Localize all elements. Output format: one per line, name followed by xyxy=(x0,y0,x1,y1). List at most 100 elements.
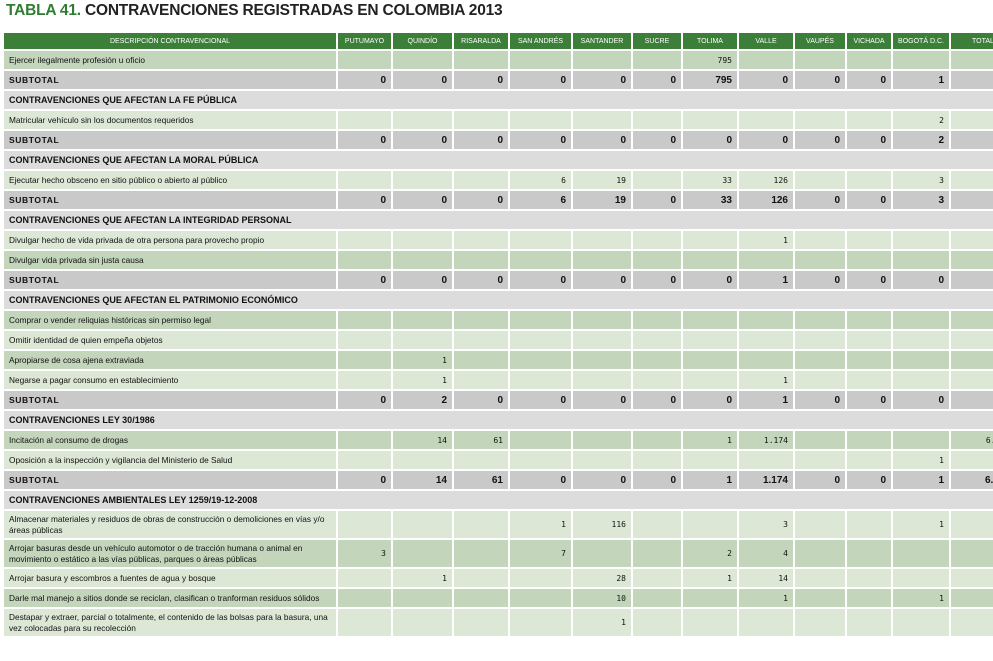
value-cell: 0 xyxy=(338,471,391,489)
value-cell xyxy=(393,511,452,538)
value-cell xyxy=(510,609,571,636)
value-cell xyxy=(847,540,891,567)
value-cell: 0 xyxy=(454,71,508,89)
row-description: SUBTOTAL xyxy=(4,471,336,489)
value-cell: 0 xyxy=(573,271,631,289)
value-cell xyxy=(454,569,508,587)
value-cell xyxy=(683,311,737,329)
table-row: Divulgar hecho de vida privada de otra p… xyxy=(4,231,993,249)
value-cell xyxy=(338,451,391,469)
value-cell: 6.491 xyxy=(951,431,993,449)
table-row: Arrojar basuras desde un vehículo automo… xyxy=(4,540,993,567)
table-row: Divulgar vida privada sin justa causa 50 xyxy=(4,251,993,269)
value-cell xyxy=(683,251,737,269)
value-cell: 61 xyxy=(454,471,508,489)
value-cell xyxy=(510,589,571,607)
value-cell xyxy=(393,111,452,129)
value-cell xyxy=(795,171,845,189)
table-row: Arrojar basura y escombros a fuentes de … xyxy=(4,569,993,587)
table-row: Ejecutar hecho obsceno en sitio público … xyxy=(4,171,993,189)
value-cell: 0 xyxy=(795,191,845,209)
subtotal-row: SUBTOTAL02000001000161 xyxy=(4,391,993,409)
value-cell xyxy=(795,111,845,129)
table-title-text: CONTRAVENCIONES REGISTRADAS EN COLOMBIA … xyxy=(84,2,503,19)
value-cell xyxy=(338,431,391,449)
value-cell: 0 xyxy=(847,131,891,149)
value-cell xyxy=(893,569,949,587)
header-row: DESCRIPCIÓN CONTRAVENCIONAL PUTUMAYO QUIND… xyxy=(4,33,993,49)
value-cell: 14 xyxy=(393,431,452,449)
value-cell: 10 xyxy=(573,589,631,607)
value-cell xyxy=(683,111,737,129)
value-cell: 2 xyxy=(683,540,737,567)
value-cell xyxy=(893,371,949,389)
subtotal-row: SUBTOTAL0000007950001801 xyxy=(4,71,993,89)
value-cell: 0 xyxy=(393,271,452,289)
value-cell: 33 xyxy=(683,191,737,209)
row-description: Ejercer ilegalmente profesión u oficio xyxy=(4,51,336,69)
value-cell xyxy=(739,451,793,469)
value-cell xyxy=(847,251,891,269)
column-header: VALLE xyxy=(739,33,793,49)
value-cell xyxy=(683,609,737,636)
table-row: Comprar o vender reliquias históricas si… xyxy=(4,311,993,329)
value-cell: 0 xyxy=(338,131,391,149)
value-cell xyxy=(633,331,681,349)
value-cell xyxy=(683,589,737,607)
value-cell: 0 xyxy=(795,391,845,409)
value-cell: 3 xyxy=(338,540,391,567)
value-cell xyxy=(454,331,508,349)
value-cell: 1 xyxy=(893,451,949,469)
section-header-row: CONTRAVENCIONES QUE AFECTAN EL PATRIMONI… xyxy=(4,291,993,309)
value-cell xyxy=(739,331,793,349)
value-cell: 0 xyxy=(893,271,949,289)
value-cell xyxy=(454,111,508,129)
value-cell: 7 xyxy=(510,540,571,567)
value-cell: 19 xyxy=(573,191,631,209)
value-cell xyxy=(454,371,508,389)
value-cell: 0 xyxy=(795,131,845,149)
value-cell xyxy=(633,431,681,449)
value-cell xyxy=(510,351,571,369)
value-cell xyxy=(739,351,793,369)
value-cell: 6 xyxy=(510,191,571,209)
value-cell xyxy=(454,511,508,538)
value-cell xyxy=(393,251,452,269)
value-cell: 126 xyxy=(739,171,793,189)
value-cell xyxy=(454,51,508,69)
value-cell: 1 xyxy=(893,589,949,607)
row-description: Divulgar vida privada sin justa causa xyxy=(4,251,336,269)
row-description: Incitación al consumo de drogas xyxy=(4,431,336,449)
value-cell xyxy=(510,251,571,269)
column-header: TOTAL xyxy=(951,33,993,49)
value-cell xyxy=(847,451,891,469)
value-cell xyxy=(847,331,891,349)
value-cell: 0 xyxy=(795,71,845,89)
value-cell: 2 xyxy=(893,111,949,129)
value-cell xyxy=(795,431,845,449)
table-row: Omitir identidad de quien empeña objetos… xyxy=(4,331,993,349)
value-cell xyxy=(893,311,949,329)
value-cell xyxy=(633,569,681,587)
value-cell xyxy=(573,51,631,69)
row-description: SUBTOTAL xyxy=(4,271,336,289)
value-cell: 33 xyxy=(683,171,737,189)
value-cell: 1 xyxy=(683,569,737,587)
value-cell xyxy=(510,431,571,449)
value-cell: 0 xyxy=(510,471,571,489)
value-cell xyxy=(510,311,571,329)
section-title: CONTRAVENCIONES AMBIENTALES LEY 1259/19-… xyxy=(4,491,993,509)
value-cell xyxy=(795,540,845,567)
value-cell xyxy=(847,371,891,389)
value-cell: 121 xyxy=(951,609,993,636)
value-cell: 0 xyxy=(454,391,508,409)
value-cell: 0 xyxy=(573,391,631,409)
value-cell xyxy=(393,451,452,469)
value-cell: 0 xyxy=(393,191,452,209)
row-description: Almacenar materiales y residuos de obras… xyxy=(4,511,336,538)
value-cell: 5 xyxy=(951,111,993,129)
value-cell xyxy=(633,111,681,129)
value-cell xyxy=(510,331,571,349)
value-cell xyxy=(739,51,793,69)
value-cell xyxy=(454,540,508,567)
